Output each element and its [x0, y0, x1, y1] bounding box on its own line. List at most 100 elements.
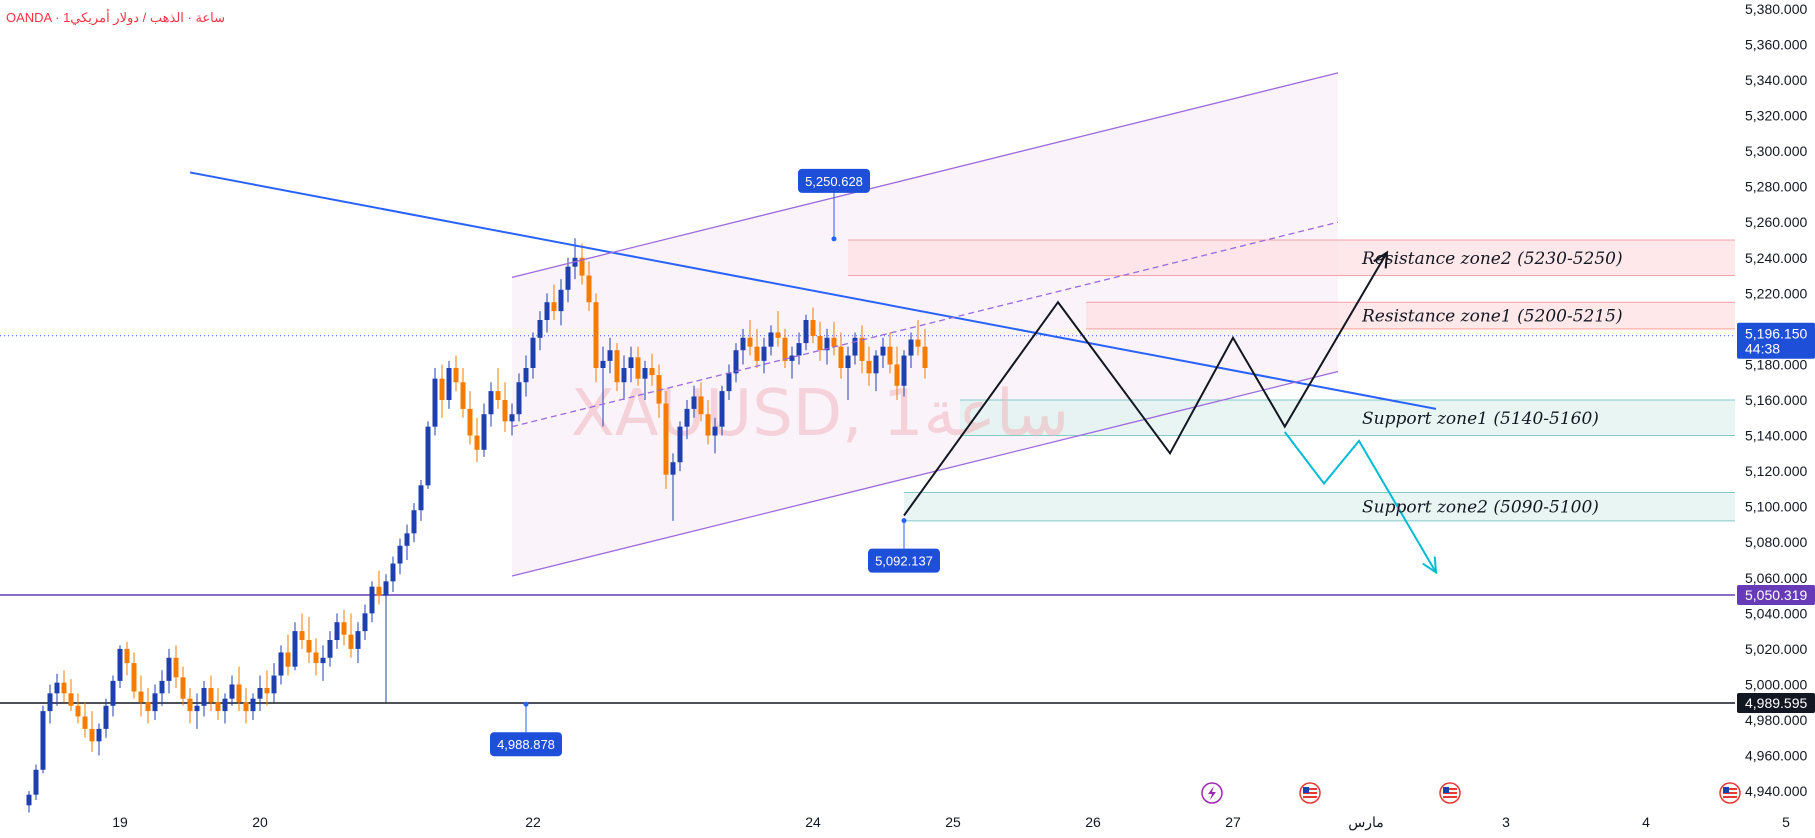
- time-axis[interactable]: 19202224252627مارس3456: [112, 814, 1815, 831]
- callout-dot-1: [901, 518, 907, 524]
- candle: [530, 332, 536, 379]
- candle-body: [229, 684, 235, 699]
- candle: [404, 524, 410, 560]
- candle-body: [159, 680, 165, 694]
- candle-body: [817, 336, 823, 351]
- candle-body: [439, 378, 445, 400]
- candle-body: [887, 346, 893, 365]
- path-bullish: [903, 251, 1388, 517]
- candle: [124, 641, 130, 676]
- zone-2-label: Support zone1 (5140-5160): [1362, 409, 1599, 429]
- time-tick-label: 3: [1502, 814, 1510, 830]
- price-tick-label: 5,040.000: [1745, 605, 1807, 621]
- candle-body: [838, 346, 844, 368]
- price-axis[interactable]: 4,940.000 4,960.000 4,980.000 5,000.000 5,02…: [1745, 1, 1807, 799]
- candle: [593, 293, 599, 383]
- candle-body: [61, 682, 67, 694]
- candle: [187, 688, 193, 724]
- us-flag-icon-stripe: [1303, 796, 1317, 798]
- candle-body: [502, 400, 508, 422]
- price-tick-label: 5,080.000: [1745, 534, 1807, 550]
- callout-box-1: [868, 548, 940, 573]
- candle: [768, 325, 774, 356]
- candle-body: [600, 360, 606, 368]
- candle-body: [376, 586, 382, 596]
- price-tick-label: 5,160.000: [1745, 392, 1807, 408]
- candle-body: [299, 631, 305, 640]
- candle-body: [551, 302, 557, 312]
- candle-body: [341, 622, 347, 635]
- zone-3-area: [904, 492, 1735, 521]
- candle-body: [726, 373, 732, 392]
- candle: [411, 503, 417, 543]
- candle-body: [558, 289, 564, 312]
- price-tick-label: 5,000.000: [1745, 676, 1807, 692]
- candle: [621, 355, 627, 400]
- candle-body: [579, 257, 585, 276]
- callout-label-2: 4,988.878: [497, 737, 555, 752]
- candle-body: [586, 275, 592, 303]
- candle: [796, 332, 802, 365]
- candle: [663, 391, 669, 489]
- candle: [425, 421, 431, 489]
- us-flag-icon[interactable]: [1299, 782, 1321, 804]
- candle: [579, 243, 585, 285]
- candle: [376, 570, 382, 605]
- candle: [68, 679, 74, 712]
- candle-body: [635, 357, 641, 379]
- candle: [698, 382, 704, 422]
- candle: [866, 346, 872, 386]
- candle-body: [355, 631, 361, 649]
- candle: [551, 284, 557, 320]
- candle-body: [677, 426, 683, 463]
- trendline-channel-mid: [511, 221, 1339, 428]
- callouts-layer: 5,250.628 5,092.137 4,988.878: [490, 168, 940, 757]
- candle-body: [425, 426, 431, 486]
- callout-dot-0: [831, 236, 837, 242]
- lightning-icon[interactable]: [1201, 782, 1223, 804]
- us-flag-icon[interactable]: [1439, 782, 1461, 804]
- candle: [691, 385, 697, 418]
- candle-body: [362, 613, 368, 632]
- candle-body: [803, 320, 809, 344]
- candle-body: [222, 698, 228, 712]
- price-tick-label: 5,300.000: [1745, 143, 1807, 159]
- candle-body: [908, 339, 914, 356]
- candle: [117, 645, 123, 688]
- us-flag-icon-canton: [1723, 787, 1729, 793]
- candle: [642, 360, 648, 400]
- candle: [509, 403, 515, 436]
- candle-body: [236, 684, 242, 703]
- candle-body: [894, 364, 900, 386]
- time-tick-label: 26: [1085, 814, 1101, 830]
- price-tick-label: 4,960.000: [1745, 748, 1807, 764]
- candle: [789, 346, 795, 379]
- candle-body: [670, 462, 676, 475]
- candle: [264, 670, 270, 706]
- candle-body: [537, 320, 543, 338]
- us-flag-icon[interactable]: [1719, 782, 1741, 804]
- candle: [313, 638, 319, 676]
- candle-body: [824, 337, 830, 351]
- candle: [502, 382, 508, 432]
- candle: [726, 364, 732, 400]
- candle: [33, 764, 39, 800]
- candle-body: [754, 346, 760, 361]
- candle-body: [271, 675, 277, 694]
- candle-body: [68, 693, 74, 706]
- candle: [614, 343, 620, 392]
- us-flag-icon-stripe: [1723, 788, 1737, 790]
- candle: [894, 346, 900, 400]
- candle-body: [117, 648, 123, 681]
- candle-body: [243, 702, 249, 712]
- candle-body: [712, 426, 718, 436]
- candle-body: [138, 691, 144, 703]
- candle: [824, 328, 830, 365]
- zones-layer: [848, 239, 1735, 522]
- candle: [649, 353, 655, 386]
- candle: [670, 453, 676, 521]
- candle-body: [747, 337, 753, 347]
- horizontal-lines-layer: [0, 335, 1735, 704]
